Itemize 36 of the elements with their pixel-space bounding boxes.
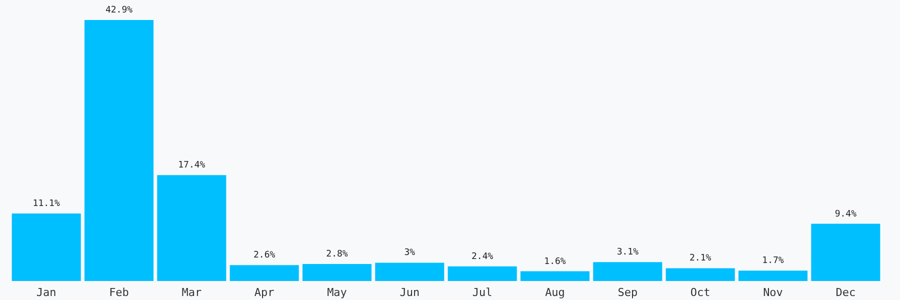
bar <box>375 262 444 281</box>
x-tick-label: Feb <box>109 286 129 299</box>
bar <box>811 224 880 281</box>
data-label: 1.7% <box>762 256 784 266</box>
data-label: 1.6% <box>544 256 566 267</box>
bar <box>230 265 299 281</box>
data-label: 3% <box>404 248 416 258</box>
x-tick-label: Sep <box>618 286 638 299</box>
x-tick-label: Aug <box>545 286 565 299</box>
x-tick-label: Jul <box>472 286 492 299</box>
bar <box>12 213 81 281</box>
data-label: 2.1% <box>689 254 712 264</box>
bar <box>302 264 372 281</box>
bar <box>738 270 808 281</box>
data-label: 3.1% <box>616 248 640 258</box>
bar <box>520 271 590 281</box>
x-tick-label: Oct <box>690 286 710 299</box>
data-label: 2.8% <box>326 249 348 260</box>
bar <box>84 20 154 281</box>
x-tick-label: Jan <box>36 286 56 299</box>
x-tick-label: Dec <box>836 286 856 299</box>
data-label: 42.9% <box>105 6 134 16</box>
data-label: 11.1% <box>32 198 60 209</box>
bar <box>593 262 662 281</box>
x-tick-label: Mar <box>182 286 202 299</box>
data-label: 2.4% <box>471 252 494 262</box>
x-tick-label: Apr <box>254 286 275 299</box>
data-label: 9.4% <box>834 209 858 220</box>
bar <box>448 266 517 281</box>
bar <box>157 175 226 281</box>
x-tick-label: May <box>327 286 348 299</box>
data-label: 2.6% <box>253 250 276 261</box>
bar <box>666 268 735 281</box>
data-label: 17.4% <box>178 160 206 171</box>
x-tick-label: Nov <box>763 286 784 299</box>
x-tick-label: Jun <box>400 286 420 299</box>
